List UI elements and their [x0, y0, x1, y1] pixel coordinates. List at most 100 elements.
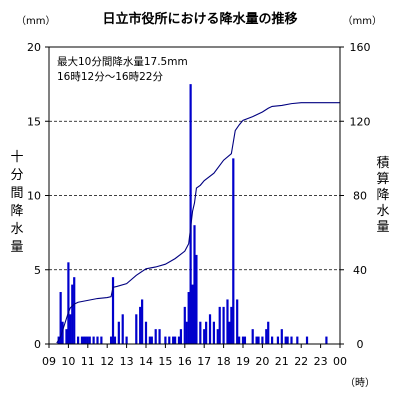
- rainfall-bar: [135, 314, 138, 344]
- rainfall-bar: [257, 336, 260, 344]
- rainfall-bar: [82, 336, 86, 344]
- x-tick-label: 18: [217, 355, 231, 368]
- x-tick-label: 09: [42, 355, 56, 368]
- y-left-tick-label: 5: [34, 264, 41, 277]
- rainfall-bar: [109, 336, 113, 344]
- rainfall-bar: [218, 306, 221, 345]
- rainfall-bar: [208, 314, 212, 344]
- x-tick-label: 10: [61, 355, 75, 368]
- y-left-label-char: 間: [10, 186, 23, 201]
- rainfall-bar: [164, 336, 167, 344]
- chart-title: 日立市役所における降水量の推移: [102, 11, 297, 27]
- rainfall-bar: [154, 329, 157, 344]
- y-right-tick-label: 0: [357, 338, 364, 351]
- y-right-label-char: 算: [376, 172, 389, 187]
- rainfall-bar: [243, 336, 247, 344]
- rainfall-bar: [92, 336, 95, 344]
- y-left-label-char: 量: [10, 240, 23, 255]
- rainfall-bar: [296, 336, 299, 344]
- y-right-label-char: 降: [376, 188, 389, 203]
- rainfall-bar: [77, 336, 80, 344]
- rainfall-bar: [148, 336, 151, 344]
- rainfall-bar: [88, 336, 91, 344]
- x-tick-label: 22: [294, 355, 308, 368]
- rainfall-bar: [232, 158, 235, 345]
- annotation-line: 16時12分～16時22分: [57, 71, 163, 83]
- axes: [45, 46, 344, 348]
- x-tick-label: 21: [275, 355, 289, 368]
- rainfall-bar: [199, 321, 202, 344]
- rainfall-bar: [174, 336, 177, 344]
- rainfall-bar: [251, 329, 254, 344]
- y-left-tick-label: 15: [27, 115, 41, 128]
- rainfall-bar: [261, 336, 264, 344]
- annotation-line: 最大10分間降水量17.5mm: [57, 55, 188, 68]
- y-right-tick-label: 120: [350, 115, 371, 128]
- rainfall-bar: [216, 329, 219, 344]
- rainfall-bar: [84, 336, 87, 344]
- rainfall-bar: [111, 277, 115, 344]
- rainfall-bar: [168, 336, 171, 344]
- x-tick-label: 15: [158, 355, 172, 368]
- rainfall-bar: [185, 321, 188, 344]
- y-right-tick-label: 80: [353, 190, 367, 203]
- rainfall-bar: [284, 336, 287, 344]
- y-right-tick-label: 40: [353, 264, 367, 277]
- rainfall-bar: [276, 336, 280, 344]
- rainfall-bar: [226, 299, 229, 344]
- x-tick-label: 11: [81, 355, 95, 368]
- rainfall-bar: [280, 329, 283, 344]
- rainfall-bar: [177, 336, 181, 344]
- rainfall-bar: [144, 321, 148, 344]
- rainfall-bar: [325, 336, 328, 344]
- x-tick-label: 19: [236, 355, 250, 368]
- rainfall-bar: [255, 336, 258, 344]
- rainfall-bar: [290, 336, 293, 344]
- y-left-tick-label: 10: [27, 190, 41, 203]
- y-left-label-char: 水: [10, 222, 23, 237]
- x-tick-label: 12: [100, 355, 114, 368]
- rainfall-bar: [73, 277, 76, 344]
- rainfall-bar: [100, 336, 103, 344]
- tick-labels: 0 5 10 15 20 0 40 80 120 160 09 10 11 12 13 14 15 16 17 18 1…: [27, 41, 371, 368]
- max-annotation: 最大10分間降水量17.5mm 16時12分～16時22分: [57, 55, 188, 83]
- y-left-tick-label: 0: [34, 338, 41, 351]
- rainfall-bar: [150, 336, 153, 344]
- rainfall-bar: [121, 314, 124, 344]
- rainfall-bar: [238, 336, 241, 344]
- rainfall-bar: [195, 254, 198, 344]
- rainfall-bar: [65, 329, 68, 344]
- rainfall-bar: [141, 299, 144, 344]
- rainfall-bar: [191, 284, 194, 344]
- y-right-label-char: 水: [376, 204, 389, 219]
- rainfall-bar: [139, 306, 142, 345]
- x-tick-label: 14: [139, 355, 153, 368]
- x-tick-label: 20: [255, 355, 269, 368]
- x-tick-label: 16: [178, 355, 192, 368]
- rainfall-bar: [80, 336, 84, 344]
- x-tick-label: 17: [197, 355, 211, 368]
- rainfall-bar: [158, 329, 161, 344]
- y-left-label-char: 十: [10, 150, 23, 165]
- rainfall-bar: [305, 336, 309, 344]
- rainfall-bar: [179, 329, 183, 344]
- rainfall-bar: [267, 321, 270, 344]
- rainfall-bar: [117, 321, 120, 344]
- rainfall-bar: [96, 336, 99, 344]
- rainfall-bar: [61, 321, 64, 344]
- y-right-label-char: 積: [376, 156, 389, 171]
- rainfall-bar: [189, 84, 192, 345]
- rainfall-bar: [183, 306, 186, 345]
- x-tick-label: 23: [314, 355, 328, 368]
- right-axis-unit: （mm）: [343, 15, 382, 27]
- x-tick-label: 00: [333, 355, 347, 368]
- y-left-tick-label: 20: [27, 41, 41, 54]
- rainfall-bar: [113, 336, 117, 344]
- rainfall-bar: [205, 321, 208, 344]
- rainfall-bar: [59, 292, 62, 344]
- rainfall-bar: [286, 336, 289, 344]
- y-left-label-char: 分: [10, 168, 23, 183]
- rainfall-bar: [271, 336, 274, 344]
